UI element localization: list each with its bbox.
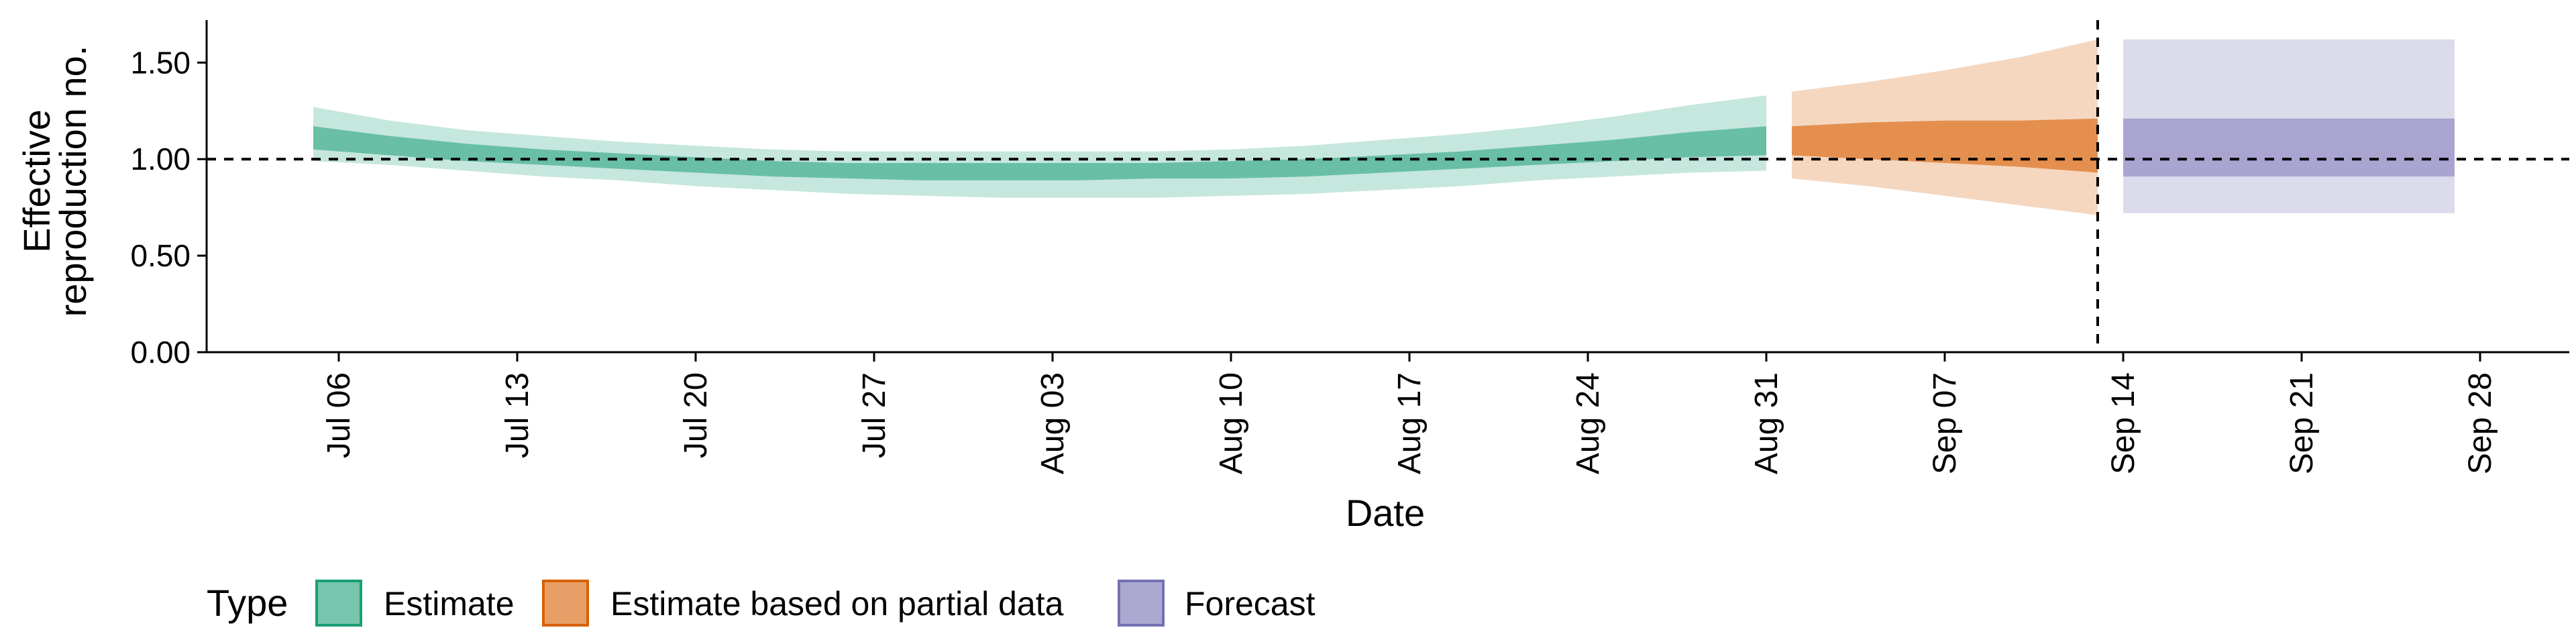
y-tick-labels: 0.00 0.50 1.00 1.50 bbox=[130, 45, 191, 370]
x-tick-label: Sep 14 bbox=[2106, 372, 2141, 474]
band-50-estimate bbox=[313, 126, 1766, 180]
legend-title: Type bbox=[207, 582, 288, 624]
legend-label-partial: Estimate based on partial data bbox=[610, 585, 1064, 623]
legend: Type Estimate Estimate based on partial … bbox=[207, 580, 1316, 627]
x-tick-label: Aug 03 bbox=[1035, 372, 1071, 474]
plot-bands bbox=[313, 39, 2455, 215]
x-tick-label: Jul 27 bbox=[857, 372, 892, 458]
y-axis-title-line-2: reproduction no. bbox=[52, 46, 94, 317]
x-tick-labels: Jul 06 Jul 13 Jul 20 Jul 27 Aug 03 Aug 10 Aug … bbox=[321, 372, 2498, 474]
legend-swatch-partial bbox=[542, 580, 589, 627]
y-axis-title: Effective reproduction no. bbox=[15, 46, 94, 317]
x-tick-label: Jul 13 bbox=[500, 372, 535, 458]
legend-label-estimate: Estimate bbox=[384, 585, 515, 623]
x-tick-label: Jul 06 bbox=[321, 372, 357, 458]
y-tick-label: 1.50 bbox=[130, 45, 191, 80]
y-tick-label: 1.00 bbox=[130, 142, 191, 176]
y-tick-label: 0.00 bbox=[130, 335, 191, 370]
x-tick-label: Sep 28 bbox=[2463, 372, 2498, 474]
x-axis-title: Date bbox=[1346, 492, 1425, 534]
legend-label-forecast: Forecast bbox=[1185, 585, 1316, 623]
x-tick-label: Jul 20 bbox=[678, 372, 714, 458]
band-50-forecast bbox=[2123, 118, 2455, 177]
x-tick-label: Aug 24 bbox=[1570, 372, 1606, 474]
x-tick-label: Aug 31 bbox=[1749, 372, 1784, 474]
axes bbox=[197, 20, 2569, 362]
y-axis-title-line-1: Effective bbox=[15, 109, 58, 253]
legend-swatch-estimate bbox=[315, 580, 362, 627]
reference-lines bbox=[207, 20, 2569, 352]
x-tick-label: Sep 21 bbox=[2284, 372, 2320, 474]
x-tick-label: Sep 07 bbox=[1927, 372, 1963, 474]
legend-swatch-forecast bbox=[1118, 580, 1165, 627]
x-tick-label: Aug 10 bbox=[1214, 372, 1249, 474]
band-90-estimate bbox=[313, 95, 1766, 198]
x-tick-label: Aug 17 bbox=[1392, 372, 1428, 474]
y-tick-label: 0.50 bbox=[130, 238, 191, 273]
